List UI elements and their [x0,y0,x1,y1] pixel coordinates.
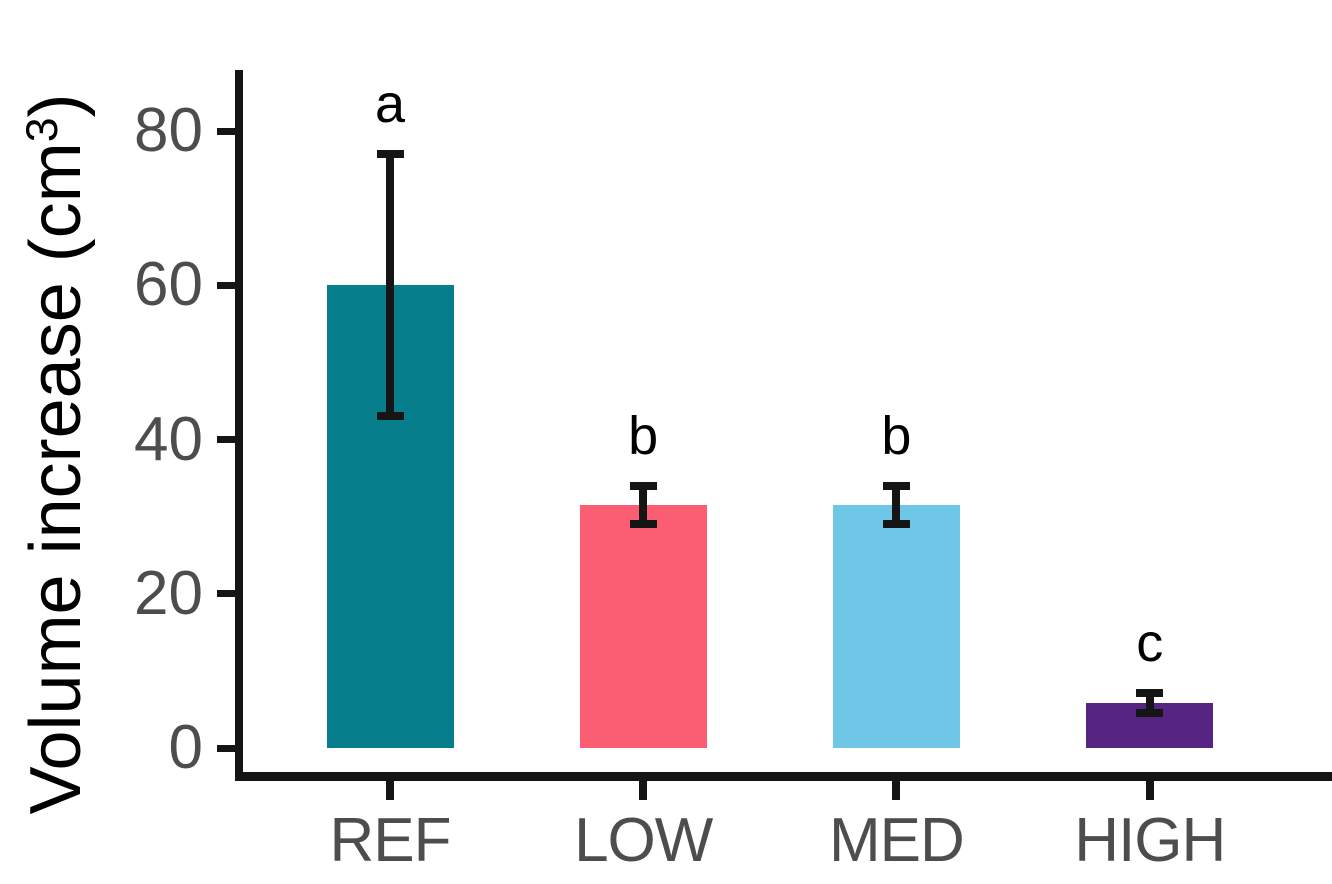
y-tick [217,281,235,289]
error-cap-bottom [1136,709,1164,718]
sig-letter-low: b [628,405,659,466]
x-tick [386,781,394,800]
error-bar-low [639,481,648,529]
error-cap-bottom [882,520,910,529]
x-category-label-low: LOW [574,806,713,875]
sig-letter-ref: a [374,74,406,135]
x-category-label-med: MED [829,806,965,875]
error-cap-bottom [376,412,404,421]
x-tick [892,781,901,800]
y-tick-label: 80 [134,96,203,165]
x-tick [639,781,648,800]
error-cap-top [629,481,657,490]
x-tick [1145,781,1154,800]
y-tick-label: 0 [168,713,203,782]
y-tick [217,590,235,598]
x-axis-line [235,772,1332,781]
error-bar-high [1145,689,1154,718]
error-cap-top [1136,689,1164,698]
y-axis-line [235,70,243,781]
y-tick-label: 40 [134,404,203,474]
y-tick-label: 60 [134,250,203,320]
y-tick-label: 20 [134,558,203,628]
x-category-label-ref: REF [329,806,452,875]
sig-letter-high: c [1136,613,1164,674]
error-bar-ref [386,150,394,421]
bar-low [579,505,707,748]
bar-med [832,505,960,748]
x-category-label-high: HIGH [1074,806,1226,875]
y-tick [217,436,235,443]
error-bar-med [892,481,901,529]
error-cap-top [882,481,910,490]
y-tick [217,127,235,135]
y-tick [217,744,235,752]
error-cap-top [376,150,404,159]
sig-letter-med: b [881,405,912,466]
error-cap-bottom [629,520,657,529]
y-axis-title-text: Volume increase (cm [16,142,96,815]
